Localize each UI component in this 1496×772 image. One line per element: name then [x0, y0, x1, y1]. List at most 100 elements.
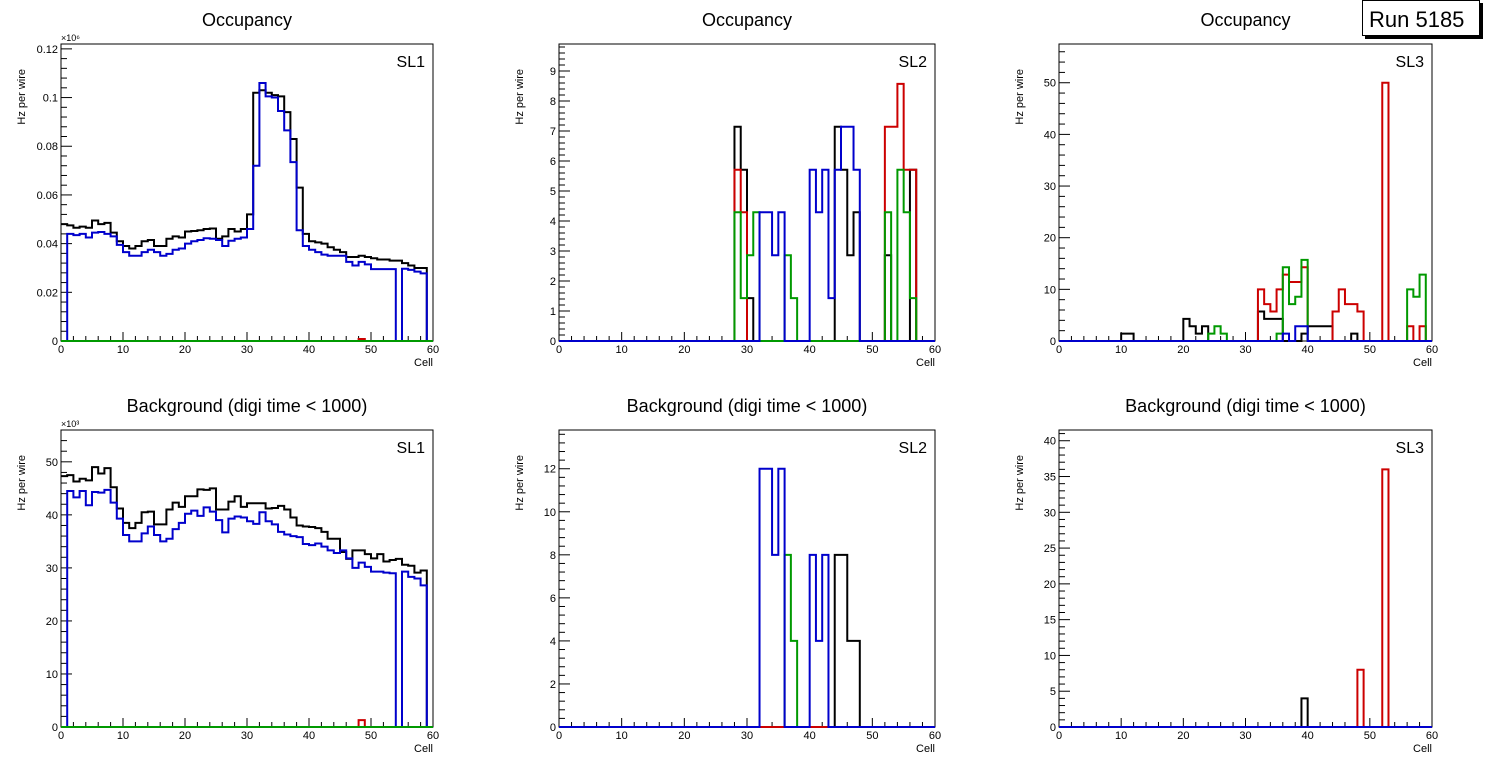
y-tick-label: 50: [46, 457, 58, 469]
chart-title: Background (digi time < 1000): [127, 396, 368, 416]
y-tick-label: 3: [550, 246, 556, 258]
superlayer-label: SL3: [1396, 54, 1425, 71]
y-tick-label: 20: [1044, 579, 1056, 591]
x-tick-label: 60: [1426, 344, 1438, 356]
y-tick-label: 0.1: [43, 93, 58, 105]
series-red: [1059, 468, 1432, 728]
x-tick-label: 10: [117, 730, 129, 742]
x-tick-label: 50: [365, 344, 377, 356]
series-red: [559, 82, 935, 342]
series-green: [1059, 258, 1432, 342]
chart-panel-4: Background (digi time < 1000) 0 10 20 30 40 50…: [16, 396, 439, 755]
y-tick-label: 6: [550, 593, 556, 605]
chart-title: Background (digi time < 1000): [627, 396, 868, 416]
chart-panel-3: Occupancy 0 10 20 30 40 50 60 0 10 20 30 40 50 Cell Hz …: [1014, 10, 1438, 369]
y-tick-label: 0.06: [37, 190, 58, 202]
y-tick-label: 5: [550, 186, 556, 198]
y-tick-label: 0.08: [37, 141, 58, 153]
x-tick-label: 50: [365, 730, 377, 742]
y-tick-label: 0.12: [37, 44, 58, 56]
y-tick-label: 0: [1050, 336, 1056, 348]
y-tick-label: 40: [46, 510, 58, 522]
x-tick-label: 30: [241, 344, 253, 356]
x-axis-label: Cell: [916, 743, 935, 755]
y-tick-label: 30: [1044, 181, 1056, 193]
x-tick-label: 40: [1302, 344, 1314, 356]
y-tick-label: 40: [1044, 436, 1056, 448]
y-axis-label: Hz per wire: [16, 455, 28, 511]
x-tick-label: 10: [117, 344, 129, 356]
plot-frame: [60, 43, 434, 342]
x-axis-label: Cell: [1413, 743, 1432, 755]
chart-title: Occupancy: [702, 10, 792, 30]
run-number-box: Run 5185: [1362, 0, 1480, 36]
x-tick-label: 40: [303, 730, 315, 742]
x-tick-label: 60: [929, 730, 941, 742]
y-tick-label: 6: [550, 156, 556, 168]
y-tick-label: 0: [1050, 722, 1056, 734]
y-tick-label: 0: [550, 336, 556, 348]
x-tick-label: 0: [556, 730, 562, 742]
x-tick-label: 30: [1239, 730, 1251, 742]
plot-frame: [1058, 43, 1433, 342]
x-tick-label: 20: [179, 730, 191, 742]
x-tick-label: 10: [616, 344, 628, 356]
y-tick-label: 5: [1050, 686, 1056, 698]
x-tick-label: 30: [1239, 344, 1251, 356]
superlayer-label: SL2: [899, 54, 928, 71]
chart-title: Occupancy: [1200, 10, 1290, 30]
x-tick-label: 30: [741, 344, 753, 356]
series-black: [61, 89, 433, 342]
y-tick-label: 20: [46, 616, 58, 628]
x-tick-label: 50: [1364, 344, 1376, 356]
series-blue: [559, 125, 935, 342]
y-axis-label: Hz per wire: [514, 455, 526, 511]
x-tick-label: 30: [241, 730, 253, 742]
x-tick-label: 30: [741, 730, 753, 742]
series-line-red: [559, 82, 935, 342]
x-axis-label: Cell: [1413, 357, 1432, 369]
y-tick-label: 0: [550, 722, 556, 734]
series-blue: [61, 488, 433, 728]
y-tick-label: 30: [46, 563, 58, 575]
series-line-red: [1059, 468, 1432, 728]
x-tick-label: 50: [866, 344, 878, 356]
y-tick-label: 30: [1044, 507, 1056, 519]
chart-panel-5: Background (digi time < 1000)0 10 20 30 40 50…: [514, 396, 941, 755]
x-tick-label: 20: [1177, 730, 1189, 742]
y-tick-label: 0: [52, 336, 58, 348]
y-tick-label: 9: [550, 66, 556, 78]
y-axis-exponent: ×10³: [61, 419, 79, 429]
x-tick-label: 40: [1302, 730, 1314, 742]
superlayer-label: SL1: [397, 440, 426, 457]
x-tick-label: 20: [678, 730, 690, 742]
x-tick-label: 0: [556, 344, 562, 356]
y-tick-label: 1: [550, 306, 556, 318]
series-line-black: [61, 466, 433, 728]
y-axis-label: Hz per wire: [1014, 455, 1026, 511]
y-tick-label: 4: [550, 636, 556, 648]
plot-frame: [558, 429, 936, 728]
series-blue: [1059, 325, 1432, 342]
y-tick-label: 12: [544, 464, 556, 476]
y-tick-label: 25: [1044, 543, 1056, 555]
x-axis-label: Cell: [414, 357, 433, 369]
plot-frame: [60, 429, 434, 728]
y-tick-label: 50: [1044, 78, 1056, 90]
y-tick-label: 8: [550, 96, 556, 108]
x-tick-label: 10: [1115, 344, 1127, 356]
x-tick-label: 60: [427, 344, 439, 356]
x-tick-label: 60: [929, 344, 941, 356]
series-line-blue: [61, 488, 433, 728]
x-axis-label: Cell: [414, 743, 433, 755]
series-black: [559, 553, 935, 728]
series-line-green: [559, 553, 935, 728]
series-black: [61, 466, 433, 728]
y-tick-label: 10: [544, 507, 556, 519]
x-tick-label: 50: [1364, 730, 1376, 742]
x-tick-label: 60: [427, 730, 439, 742]
x-tick-label: 20: [678, 344, 690, 356]
series-line-black: [61, 89, 433, 342]
y-tick-label: 40: [1044, 129, 1056, 141]
y-tick-label: 4: [550, 216, 556, 228]
